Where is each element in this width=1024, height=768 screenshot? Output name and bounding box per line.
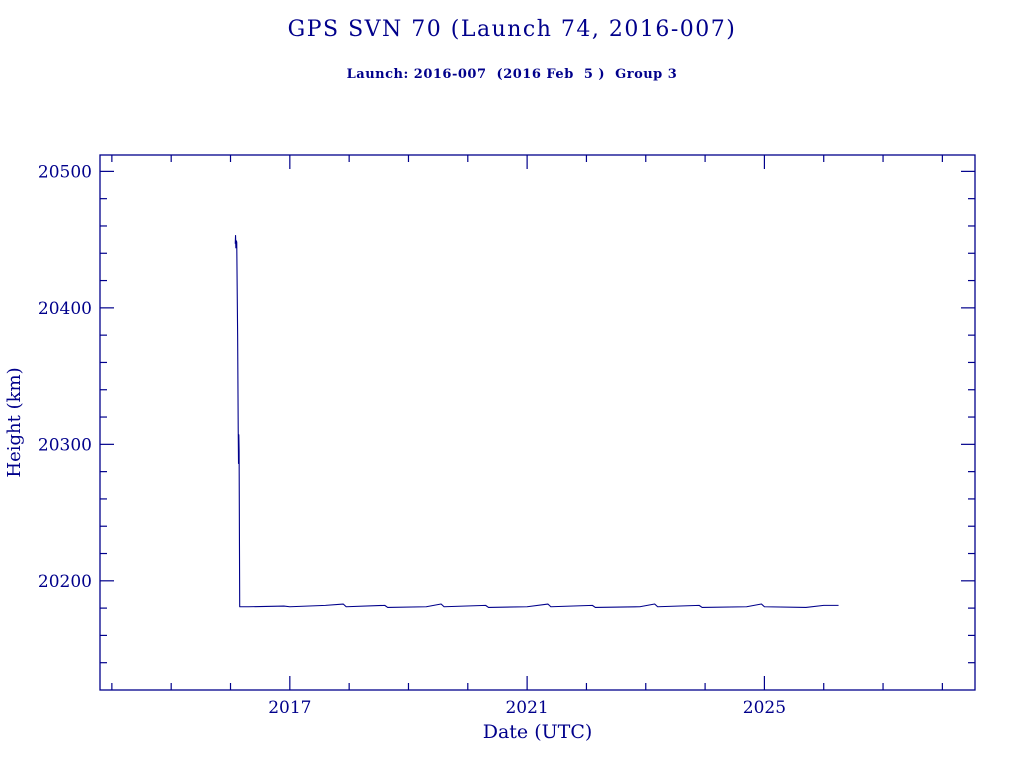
plot-frame <box>99 154 976 691</box>
y-axis-label: Height (km) <box>4 367 25 477</box>
data-line <box>234 234 839 608</box>
x-tick-label: 2025 <box>743 698 786 718</box>
y-tick-label: 20300 <box>38 435 92 455</box>
y-tick-label: 20400 <box>38 299 92 319</box>
x-axis-label: Date (UTC) <box>483 721 593 743</box>
y-tick-label: 20500 <box>38 162 92 182</box>
x-tick-label: 2021 <box>505 698 548 718</box>
y-tick-label: 20200 <box>38 572 92 592</box>
x-tick-label: 2017 <box>268 698 311 718</box>
chart-subtitle: Launch: 2016-007 (2016 Feb 5 ) Group 3 <box>346 67 678 82</box>
chart-title: GPS SVN 70 (Launch 74, 2016-007) <box>287 17 737 42</box>
